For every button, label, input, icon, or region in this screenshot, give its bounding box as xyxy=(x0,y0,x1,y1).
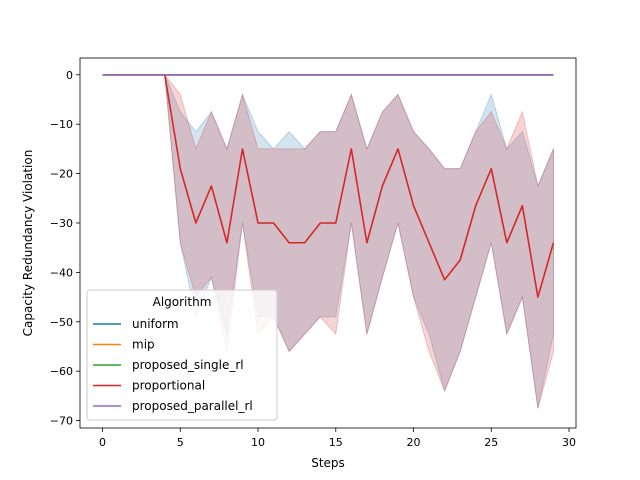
y-axis-label: Capacity Redundancy Violation xyxy=(21,150,35,337)
x-tick-label: 20 xyxy=(407,436,421,449)
y-tick-label: −40 xyxy=(50,266,73,279)
proportional-line xyxy=(102,74,555,298)
x-axis-ticks: 0 5 10 15 20 25 30 xyxy=(99,428,576,449)
legend-box xyxy=(86,289,278,421)
x-tick-label: 10 xyxy=(251,436,265,449)
x-axis-label: Steps xyxy=(311,456,345,470)
y-tick-label: −50 xyxy=(50,316,73,329)
proportional-legend-label: proportional xyxy=(132,379,205,393)
y-axis-ticks: 0 −10 −20 −30 −40 −50 −60 −70 xyxy=(50,69,80,428)
x-tick-label: 5 xyxy=(177,436,184,449)
x-tick-label: 0 xyxy=(99,436,106,449)
legend-title: Algorithm xyxy=(153,295,212,309)
series-lines xyxy=(102,74,555,298)
x-tick-label: 30 xyxy=(562,436,576,449)
axes-frame xyxy=(79,57,577,429)
y-tick-label: 0 xyxy=(66,69,73,82)
proposed_parallel_rl-legend-label: proposed_parallel_rl xyxy=(132,399,253,413)
y-tick-label: −60 xyxy=(50,365,73,378)
y-tick-label: −10 xyxy=(50,118,73,131)
y-tick-label: −30 xyxy=(50,217,73,230)
x-tick-label: 25 xyxy=(484,436,498,449)
legend-items: uniform mip proposed_single_rl proportional… xyxy=(93,317,253,413)
y-tick-label: −20 xyxy=(50,168,73,181)
proposed_single_rl-legend-label: proposed_single_rl xyxy=(132,358,244,372)
mip-legend-label: mip xyxy=(132,338,155,352)
y-tick-label: −70 xyxy=(50,415,73,428)
x-tick-label: 15 xyxy=(329,436,343,449)
legend: Algorithm uniform mip proposed_single_rlpr… xyxy=(86,289,278,421)
uniform-legend-label: uniform xyxy=(132,317,179,331)
